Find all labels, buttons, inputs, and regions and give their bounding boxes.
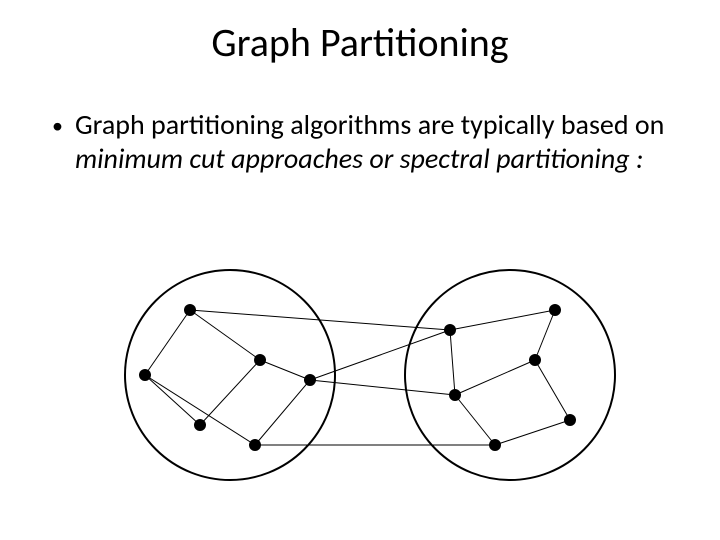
graph-node xyxy=(529,354,541,366)
slide: Graph Partitioning • Graph partitioning … xyxy=(0,0,720,540)
graph-edge xyxy=(260,360,310,380)
bullet-text-prefix: Graph partitioning algorithms are typica… xyxy=(75,107,664,142)
graph-edge xyxy=(310,330,450,380)
graph-edge xyxy=(145,310,190,375)
bullet-item: • Graph partitioning algorithms are typi… xyxy=(52,108,672,175)
graph-edge xyxy=(450,330,455,395)
graph-edge xyxy=(495,420,570,445)
graph-edge xyxy=(450,310,555,330)
graph-node xyxy=(489,439,501,451)
graph-edge xyxy=(455,360,535,395)
cluster-circle xyxy=(405,270,615,480)
graph-node xyxy=(444,324,456,336)
graph-diagram xyxy=(95,260,635,490)
graph-edge xyxy=(200,360,260,425)
graph-edge xyxy=(145,375,200,425)
graph-node xyxy=(194,419,206,431)
slide-title: Graph Partitioning xyxy=(0,18,720,67)
graph-node xyxy=(449,389,461,401)
graph-node xyxy=(549,304,561,316)
graph-edge xyxy=(535,360,570,420)
bullet-text: Graph partitioning algorithms are typica… xyxy=(75,108,672,175)
graph-edge xyxy=(455,395,495,445)
graph-node xyxy=(304,374,316,386)
graph-edge xyxy=(310,380,455,395)
graph-svg xyxy=(95,260,635,490)
graph-node xyxy=(184,304,196,316)
bullet-marker: • xyxy=(52,110,63,142)
graph-edge xyxy=(145,375,255,445)
graph-edge xyxy=(255,380,310,445)
graph-node xyxy=(249,439,261,451)
graph-edge xyxy=(190,310,260,360)
graph-node xyxy=(254,354,266,366)
graph-node xyxy=(564,414,576,426)
cluster-circle xyxy=(125,270,335,480)
bullet-text-em: minimum cut approaches or spectral parti… xyxy=(75,141,644,176)
graph-node xyxy=(139,369,151,381)
graph-edge xyxy=(535,310,555,360)
body-text: • Graph partitioning algorithms are typi… xyxy=(52,108,672,175)
